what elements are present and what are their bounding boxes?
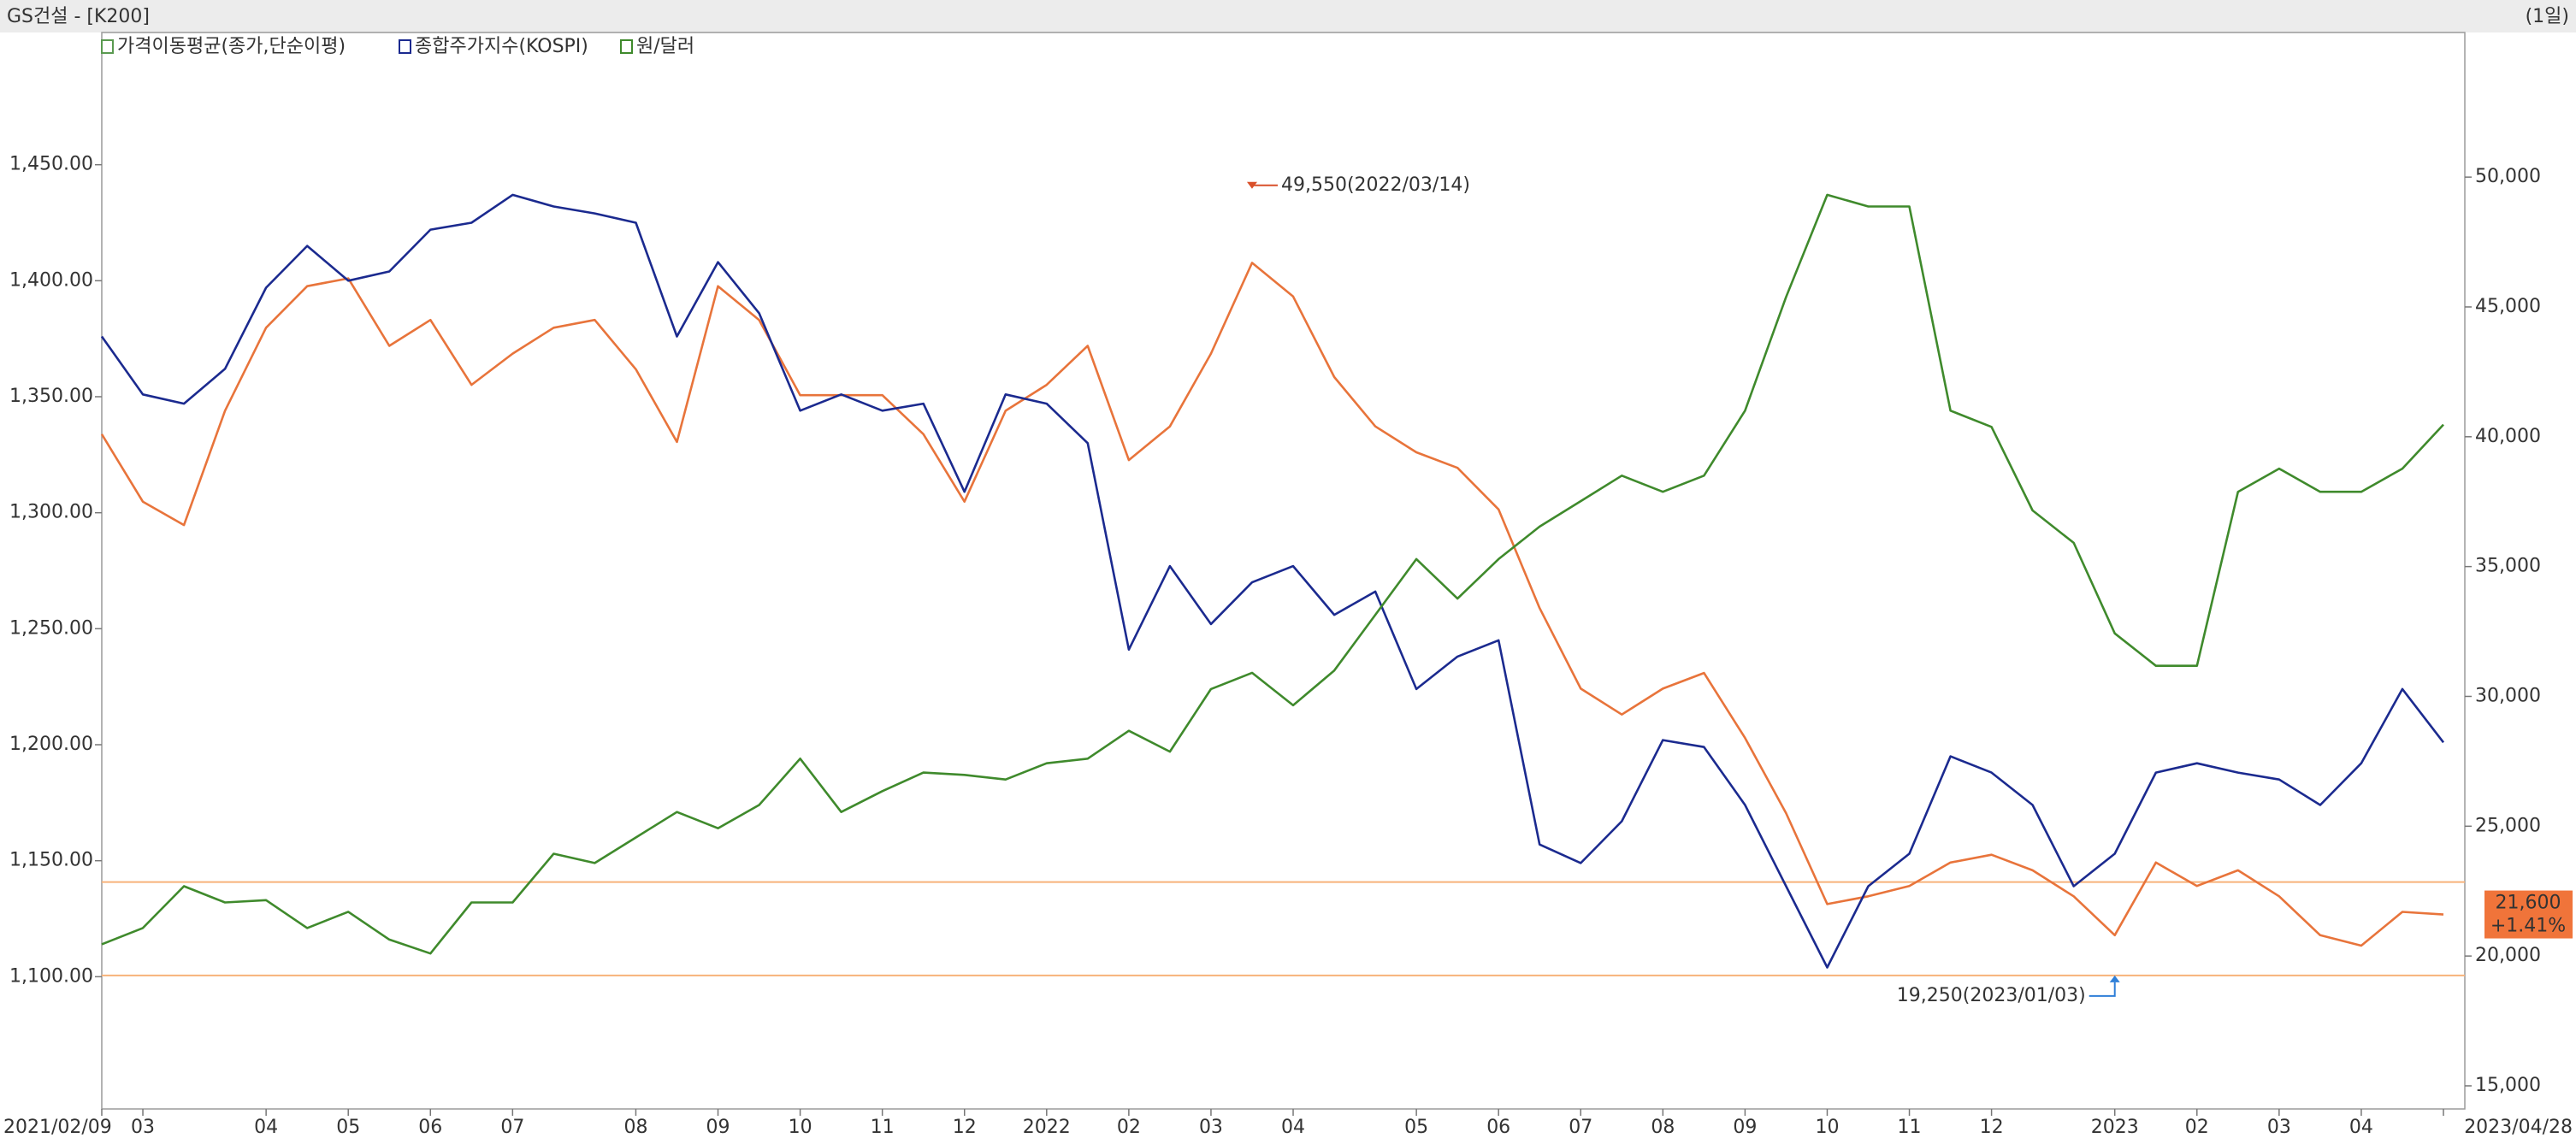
x-tick-label: 08 xyxy=(1651,1117,1675,1138)
x-tick-label: 02 xyxy=(1117,1117,1141,1138)
y-tick-label: 1,250.00 xyxy=(9,617,93,639)
y-tick-label: 1,150.00 xyxy=(9,850,93,871)
y-tick-label: 1,350.00 xyxy=(9,386,93,407)
annotation-marker xyxy=(2109,975,2120,982)
series-line xyxy=(101,193,2444,955)
x-tick-label: 08 xyxy=(623,1117,647,1138)
chart-title: GS건설 - [K200] xyxy=(7,6,150,27)
y-tick-label: 1,100.00 xyxy=(9,965,93,987)
y2-tick-label: 35,000 xyxy=(2475,556,2541,577)
x-tick-label: 02 xyxy=(2185,1117,2209,1138)
legend-swatch xyxy=(101,39,114,54)
annotation-label: 49,550(2022/03/14) xyxy=(1281,174,1470,196)
x-tick-label: 07 xyxy=(500,1117,524,1138)
annotation-leader xyxy=(2089,982,2116,997)
x-tick-label: 06 xyxy=(418,1117,442,1138)
x-tick-label: 03 xyxy=(2267,1117,2291,1138)
legend-label: 종합주가지수(KOSPI) xyxy=(415,36,588,57)
plot-frame xyxy=(101,32,2466,1110)
x-tick-label: 10 xyxy=(789,1117,812,1138)
x-tick-label: 09 xyxy=(706,1117,730,1138)
x-tick-label: 2022 xyxy=(1023,1117,1071,1138)
y-tick-label: 1,300.00 xyxy=(9,502,93,523)
y2-tick-label: 15,000 xyxy=(2475,1075,2541,1096)
x-tick-label: 09 xyxy=(1733,1117,1757,1138)
x-tick-label: 07 xyxy=(1569,1117,1592,1138)
x-tick-label: 12 xyxy=(1980,1117,2004,1138)
x-tick-label: 03 xyxy=(131,1117,155,1138)
period-label: (1일) xyxy=(2526,6,2569,27)
x-tick-label: 04 xyxy=(254,1117,278,1138)
x-tick-label: 04 xyxy=(2349,1117,2373,1138)
x-tick-label: 03 xyxy=(1199,1117,1223,1138)
y2-tick-label: 50,000 xyxy=(2475,166,2541,187)
legend-label: 가격이동평균(종가,단순이평) xyxy=(117,36,346,57)
series-line xyxy=(100,262,2444,947)
y2-tick-label: 25,000 xyxy=(2475,815,2541,836)
legend-swatch xyxy=(399,39,411,54)
y-tick-label: 1,200.00 xyxy=(9,734,93,755)
last-value-box xyxy=(2484,890,2573,939)
last-value-label: 21,600 xyxy=(2496,893,2561,914)
legend-swatch xyxy=(620,39,633,54)
x-tick-label: 12 xyxy=(953,1117,977,1138)
series-line xyxy=(100,193,2445,969)
y2-tick-label: 30,000 xyxy=(2475,685,2541,706)
last-value-change: +1.41% xyxy=(2490,916,2566,937)
x-tick-label: 05 xyxy=(1404,1117,1428,1138)
x-tick-label: 2021/02/09 xyxy=(3,1117,112,1138)
annotation-label: 19,250(2023/01/03) xyxy=(1897,985,2086,1006)
title-bar xyxy=(0,0,2576,32)
x-tick-label: 04 xyxy=(1281,1117,1305,1138)
y-tick-label: 1,400.00 xyxy=(9,269,93,291)
x-tick-label: 2023 xyxy=(2091,1117,2139,1138)
y2-tick-label: 20,000 xyxy=(2475,945,2541,966)
x-tick-label: 11 xyxy=(1898,1117,1922,1138)
x-tick-label: 10 xyxy=(1815,1117,1839,1138)
y2-tick-label: 45,000 xyxy=(2475,296,2541,317)
y-tick-label: 1,450.00 xyxy=(9,154,93,175)
x-tick-label: 11 xyxy=(871,1117,895,1138)
x-tick-label: 06 xyxy=(1486,1117,1510,1138)
x-tick-label: 2023/04/28 xyxy=(2464,1117,2573,1138)
y2-tick-label: 40,000 xyxy=(2475,426,2541,447)
x-tick-label: 05 xyxy=(336,1117,360,1138)
legend-label: 원/달러 xyxy=(636,36,694,57)
